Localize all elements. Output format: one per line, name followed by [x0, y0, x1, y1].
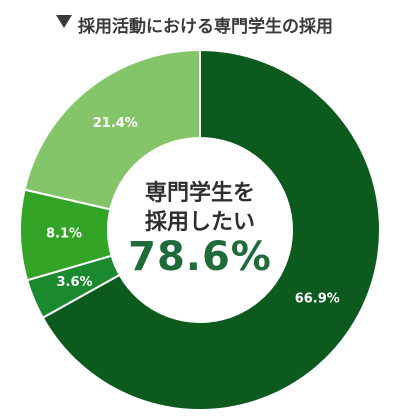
slice-label: 8.1%: [46, 226, 82, 241]
center-label-line2: 採用したい: [144, 210, 255, 235]
slice-label: 21.4%: [93, 116, 138, 131]
center-value: 78.6%: [128, 234, 272, 280]
slice-label: 3.6%: [56, 275, 92, 290]
slice-label: 66.9%: [295, 291, 340, 306]
donut-slice: [41, 48, 381, 411]
center-label-line1: 専門学生を: [144, 181, 255, 206]
chart-title: 採用活動における専門学生の採用: [78, 17, 333, 37]
donut-slice: [23, 48, 201, 211]
title-triangle-icon: [56, 15, 72, 28]
